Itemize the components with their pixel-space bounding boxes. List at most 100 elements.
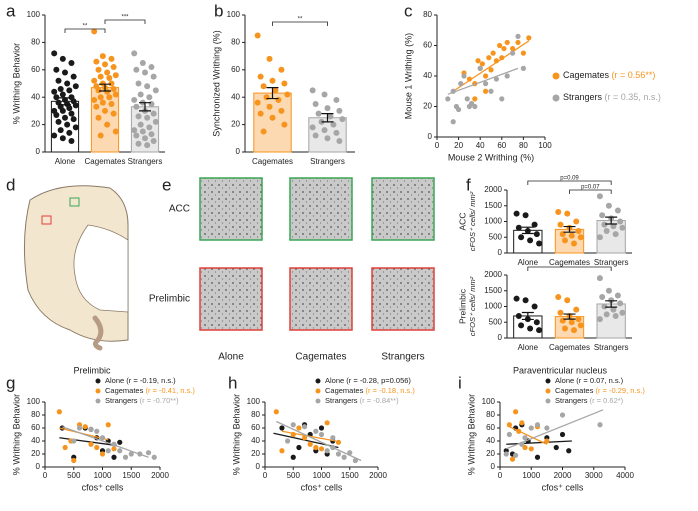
legend-marker [545,398,551,404]
data-point [596,234,603,241]
data-point [515,224,522,231]
data-point [66,105,73,112]
error-bar [99,83,111,92]
y-axis-label: cFOS⁺ cells/ mm² [468,191,477,251]
data-point [468,100,475,107]
trend-line [59,437,117,447]
legend-marker [95,388,101,394]
data-point [112,91,119,98]
y-tick-label: 0 [491,462,496,471]
data-point [133,103,140,110]
error-bar [521,226,534,235]
data-point [341,454,347,460]
data-point [566,448,572,454]
data-point [53,94,60,101]
data-point [527,325,534,332]
data-point [131,96,138,103]
data-point [504,73,510,79]
data-point [269,77,276,84]
x-tick-label: 4000 [616,471,634,480]
axes [44,402,160,468]
x-tick-label: Strangers [128,157,163,166]
group-label: Strangers [381,352,424,363]
y-tick-label: 100 [482,397,496,406]
data-point [152,87,159,94]
data-point [62,444,68,451]
significance-bracket [527,266,612,271]
data-point [603,311,610,318]
data-point [275,96,282,103]
data-point [72,124,79,131]
data-point [324,135,331,142]
group-label: Cagemates [295,352,346,363]
data-point [70,116,77,123]
y-tick-label: 0 [236,147,241,156]
significance-label: p=0.09 [560,176,579,182]
x-axis-label: cfos⁺ cells [301,482,343,492]
y-tick-label: 20 [31,120,40,129]
legend-name: Cagemates [325,386,364,395]
data-point [71,438,77,444]
legend-name: Strangers [105,396,138,405]
data-point [557,221,564,228]
y-tick-label: 20 [486,449,495,458]
y-tick-label: 0 [256,462,261,471]
panel-letter: g [6,373,15,392]
chart-title: Paraventricular nucleus [513,365,608,375]
data-point [477,65,483,71]
data-point [260,83,267,90]
data-point [99,451,106,457]
data-point [483,81,489,87]
y-tick-label: 500 [489,317,503,326]
data-point [596,275,603,282]
y-axis-label: % Writhing Behavior [11,43,21,124]
data-point [479,61,485,67]
legend-entry: Cagemates (r = -0.41, n.s.) [105,386,195,395]
legend-entry: Strangers (r = -0.70**) [105,396,179,405]
x-tick-label: 2000 [369,471,387,480]
data-point [97,132,104,139]
data-point [106,94,113,101]
significance-bracket [64,28,106,33]
data-point [330,121,337,128]
significance-bracket [527,180,612,185]
data-point [497,42,503,49]
legend-marker [545,378,551,384]
data-point [504,39,510,46]
legend-stat: (r = -0.29, n.s.) [595,386,645,395]
y-tick-label: 1000 [484,302,502,311]
y-tick-label: 20 [31,449,40,458]
data-point [91,96,98,103]
y-tick-label: 60 [486,423,495,432]
data-point [281,121,288,128]
data-point [71,457,77,464]
x-tick-label: 40 [476,141,485,150]
data-point [458,81,464,87]
data-point [95,87,102,94]
significance-bracket [569,189,612,194]
legend-stat: (r = -0.19, n.s.) [126,376,176,385]
data-point [97,73,104,80]
data-point [509,45,516,52]
data-point [596,193,603,200]
panel-letter: b [214,1,223,20]
data-point [313,428,319,434]
data-point [528,425,534,431]
data-point [555,209,562,216]
data-point [531,303,538,310]
data-point [612,312,619,319]
data-point [72,83,79,90]
significance-label: p=0.07 [581,185,600,191]
data-point [64,121,71,128]
data-point [575,227,582,234]
data-point [263,94,270,101]
y-tick-label: 40 [251,436,260,445]
y-axis-label: cFOS⁺ cells/ mm² [468,276,477,336]
y-tick-label: 0 [428,132,433,141]
data-point [66,129,73,136]
data-point [106,75,113,82]
data-point [486,55,492,61]
data-point [55,77,62,84]
data-point [59,91,66,98]
